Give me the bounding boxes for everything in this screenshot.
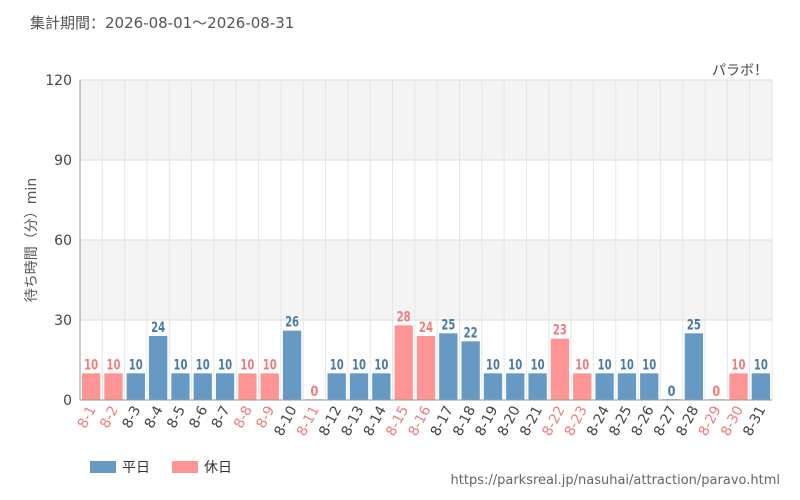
bar-8-13[interactable] — [349, 373, 369, 400]
value-label: 10 — [240, 357, 254, 373]
value-label: 10 — [531, 357, 545, 373]
x-tick-label: 8-31 — [740, 403, 769, 439]
bar-8-17[interactable] — [439, 333, 458, 400]
bar-8-14[interactable] — [372, 373, 391, 400]
background-band — [80, 240, 772, 320]
bar-8-31[interactable] — [751, 373, 770, 400]
value-label: 0 — [668, 384, 676, 400]
background-band — [80, 80, 772, 160]
value-label: 10 — [486, 357, 500, 373]
value-label: 24 — [419, 320, 433, 336]
value-label: 10 — [620, 357, 634, 373]
bar-8-21[interactable] — [528, 373, 547, 400]
bar-8-22[interactable] — [550, 338, 570, 400]
value-label: 0 — [310, 384, 318, 400]
y-tick-label: 30 — [54, 313, 72, 329]
x-tick-label: 8-4 — [142, 403, 167, 431]
x-tick-labels: 8-18-28-38-48-58-68-78-88-98-108-118-128… — [75, 403, 770, 439]
value-label: 10 — [642, 357, 656, 373]
x-tick-label: 8-6 — [186, 403, 211, 431]
bar-8-6[interactable] — [193, 373, 212, 400]
bar-8-23[interactable] — [573, 373, 592, 400]
legend-swatch-weekday — [90, 461, 116, 473]
bar-8-30[interactable] — [729, 373, 748, 400]
y-axis-label: 待ち時間（分）min — [24, 178, 40, 302]
value-label: 10 — [218, 357, 232, 373]
bar-8-2[interactable] — [104, 373, 123, 400]
x-tick-label: 8-5 — [164, 403, 189, 431]
value-label: 24 — [151, 320, 165, 336]
source-url[interactable]: https://parksreal.jp/nasuhai/attraction/… — [450, 473, 780, 488]
value-label: 10 — [173, 357, 187, 373]
value-label: 10 — [84, 357, 98, 373]
grid-lines — [79, 79, 773, 400]
value-labels: 10 10 10 24 10 10 10 10 10 26 0 10 10 10 28 24 25 22 10 10 1… — [84, 309, 768, 400]
bar-8-26[interactable] — [640, 373, 659, 400]
bar-8-15[interactable] — [394, 325, 413, 400]
x-tick-label: 8-1 — [75, 403, 100, 431]
value-label: 10 — [263, 357, 277, 373]
bar-8-9[interactable] — [260, 373, 279, 400]
value-label: 10 — [330, 357, 344, 373]
value-label: 10 — [129, 357, 143, 373]
bar-8-1[interactable] — [82, 373, 101, 400]
bars — [82, 325, 770, 400]
value-label: 10 — [196, 357, 210, 373]
y-tick-label: 90 — [54, 153, 72, 169]
legend-item-holiday[interactable]: 休日 — [172, 457, 232, 477]
legend-label-weekday: 平日 — [122, 460, 150, 476]
legend: 平日 休日 — [90, 457, 232, 477]
bar-8-12[interactable] — [327, 373, 346, 400]
value-label: 26 — [285, 315, 299, 331]
x-tick-label: 8-7 — [209, 403, 234, 431]
value-label: 0 — [712, 384, 720, 400]
bar-8-19[interactable] — [483, 373, 503, 400]
bar-8-10[interactable] — [282, 330, 302, 400]
value-label: 10 — [575, 357, 589, 373]
y-tick-label: 60 — [54, 233, 72, 249]
bar-8-7[interactable] — [215, 373, 235, 400]
value-label: 10 — [374, 357, 388, 373]
value-label: 10 — [508, 357, 522, 373]
value-label: 28 — [397, 309, 411, 325]
bar-8-4[interactable] — [148, 336, 168, 400]
bar-8-8[interactable] — [238, 373, 257, 400]
value-label: 10 — [732, 357, 746, 373]
x-tick-label: 8-8 — [231, 403, 256, 431]
y-tick-label: 120 — [45, 73, 72, 89]
bar-8-20[interactable] — [506, 373, 525, 400]
legend-item-weekday[interactable]: 平日 — [90, 457, 150, 477]
bar-8-3[interactable] — [126, 373, 145, 400]
period-label: 集計期間：2026-08-01～2026-08-31 — [30, 14, 295, 32]
bar-8-18[interactable] — [461, 341, 480, 400]
y-tick-labels: 0 30 60 90 120 — [45, 73, 72, 409]
value-label: 22 — [464, 325, 478, 341]
background-band — [80, 160, 772, 240]
value-label: 25 — [441, 317, 455, 333]
value-label: 23 — [553, 323, 567, 339]
bar-8-16[interactable] — [416, 336, 436, 400]
legend-swatch-holiday — [172, 461, 198, 473]
value-label: 10 — [598, 357, 612, 373]
attraction-name: パラボ！ — [712, 63, 768, 79]
bar-8-28[interactable] — [684, 333, 704, 400]
value-label: 10 — [754, 357, 768, 373]
y-tick-label: 0 — [63, 393, 72, 409]
value-label: 10 — [106, 357, 120, 373]
legend-label-holiday: 休日 — [204, 460, 232, 476]
value-label: 10 — [352, 357, 366, 373]
x-tick-label: 8-3 — [119, 403, 144, 431]
x-tick-label: 8-2 — [97, 403, 122, 431]
bar-8-5[interactable] — [171, 373, 190, 400]
value-label: 25 — [687, 317, 701, 333]
bar-8-25[interactable] — [617, 373, 637, 400]
bar-8-24[interactable] — [595, 373, 614, 400]
